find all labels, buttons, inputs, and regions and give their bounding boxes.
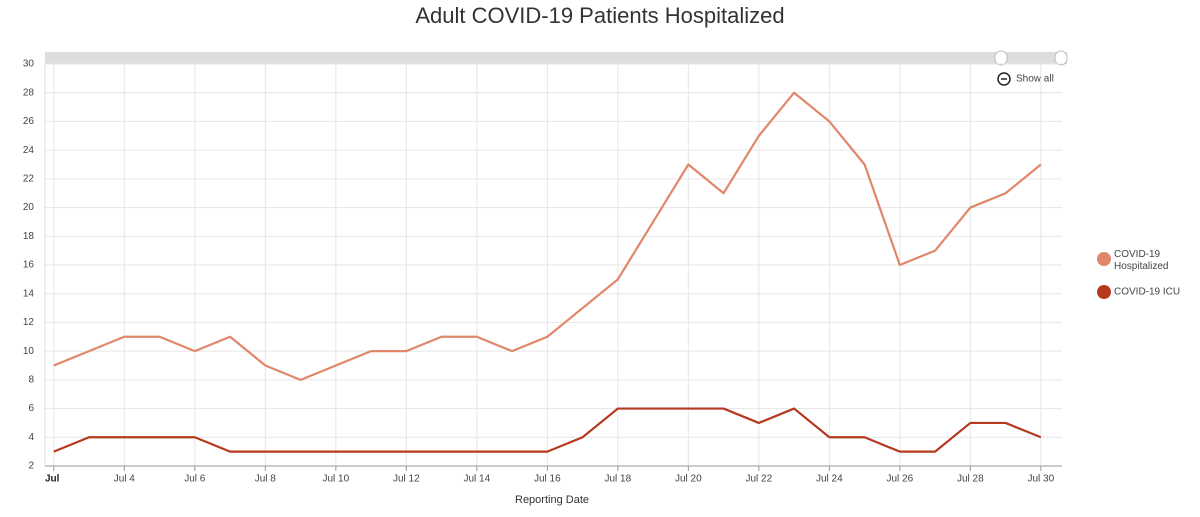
series-line (53, 91, 1042, 381)
y-tick-label: 16 (23, 260, 35, 271)
series-line (53, 407, 1042, 453)
x-axis-title: Reporting Date (515, 494, 589, 506)
x-tick-label: Jul 6 (184, 474, 206, 485)
y-tick-label: 12 (23, 317, 35, 328)
legend-swatch (1097, 252, 1111, 266)
y-tick-label: 14 (23, 288, 35, 299)
legend-label: COVID-19 ICU (1114, 287, 1180, 298)
x-tick-label: Jul 30 (1028, 474, 1055, 485)
zoom-icon (997, 72, 1011, 86)
y-tick-label: 6 (28, 403, 34, 414)
chart-title: Adult COVID-19 Patients Hospitalized (415, 3, 784, 28)
y-tick-label: 18 (23, 231, 35, 242)
x-tick-label: Jul 4 (114, 474, 136, 485)
x-tick-label: Jul (45, 474, 60, 485)
y-tick-label: 22 (23, 173, 35, 184)
y-tick-label: 30 (23, 59, 35, 70)
x-tick-label: Jul 14 (463, 474, 490, 485)
x-tick-label: Jul 12 (393, 474, 420, 485)
x-tick-label: Jul 26 (887, 474, 914, 485)
y-tick-label: 2 (28, 461, 34, 472)
legend-label: COVID-19 Hospitalized (1114, 249, 1168, 272)
x-tick-label: Jul 10 (322, 474, 349, 485)
zoom-scrollbar[interactable] (45, 52, 1067, 64)
y-tick-label: 10 (23, 346, 35, 357)
y-tick-label: 8 (28, 374, 34, 385)
show-all-label: Show all (1016, 74, 1054, 85)
show-all-button[interactable]: Show all (997, 72, 1054, 86)
y-tick-label: 24 (23, 145, 35, 156)
x-tick-label: Jul 24 (816, 474, 843, 485)
legend-item[interactable]: COVID-19 Hospitalized (1097, 249, 1168, 272)
y-tick-label: 20 (23, 202, 35, 213)
y-tick-label: 28 (23, 87, 35, 98)
x-tick-label: Jul 20 (675, 474, 702, 485)
x-tick-label: Jul 28 (957, 474, 984, 485)
zoom-handle[interactable] (1054, 50, 1068, 66)
legend-item[interactable]: COVID-19 ICU (1097, 285, 1180, 299)
x-tick-label: Jul 18 (604, 474, 631, 485)
legend-swatch (1097, 285, 1111, 299)
y-tick-label: 4 (28, 432, 34, 443)
zoom-handle[interactable] (994, 50, 1008, 66)
x-tick-label: Jul 8 (255, 474, 277, 485)
x-tick-label: Jul 22 (745, 474, 772, 485)
y-tick-label: 26 (23, 116, 35, 127)
x-tick-label: Jul 16 (534, 474, 561, 485)
